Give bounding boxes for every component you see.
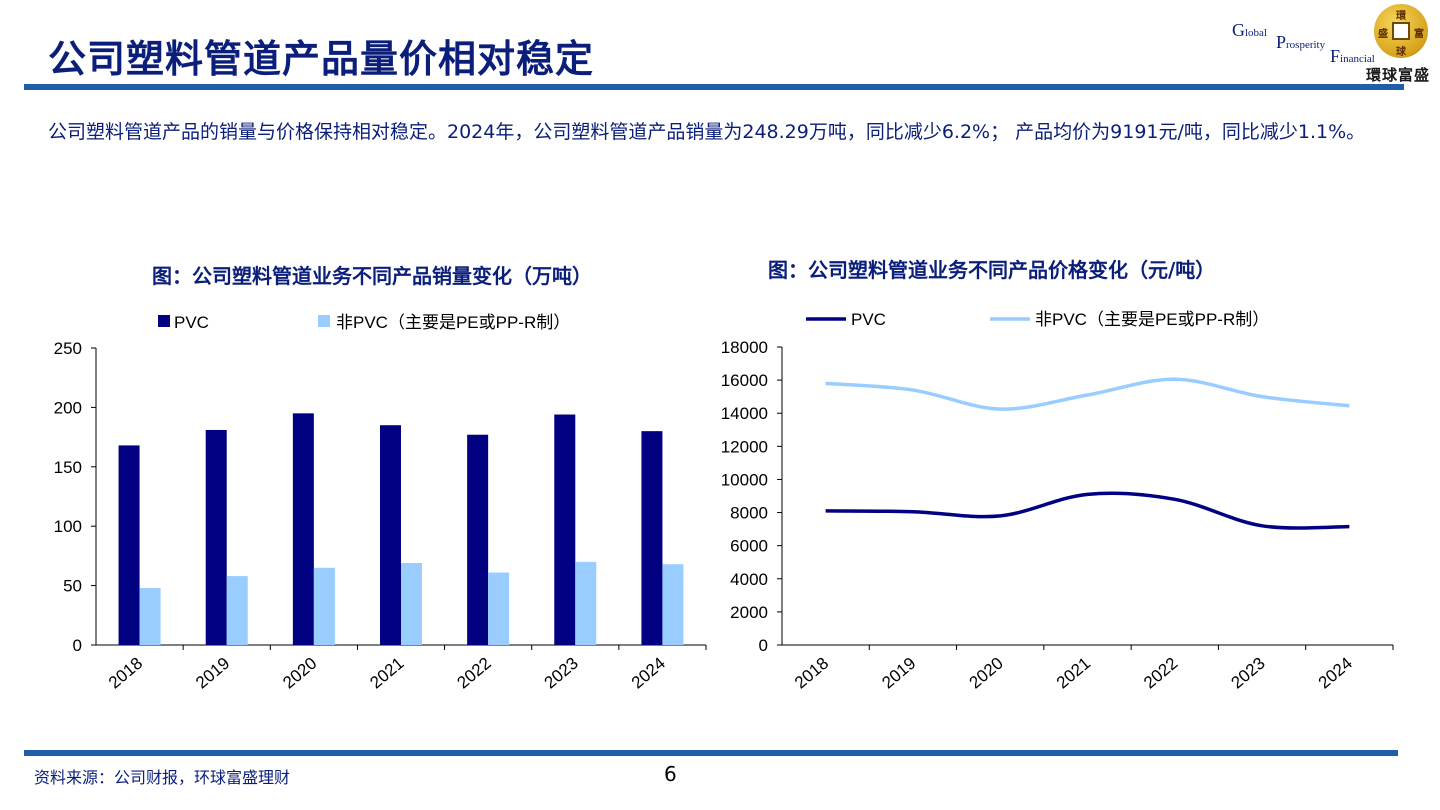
bar-non-pvc (139, 587, 161, 645)
bar-x-tick-label: 2023 (541, 654, 582, 693)
line-y-tick-label: 18000 (721, 338, 768, 357)
bar-non-pvc (313, 567, 335, 645)
bar-pvc (380, 425, 401, 645)
page-title: 公司塑料管道产品量价相对稳定 (48, 37, 595, 81)
line-y-tick-label: 12000 (721, 437, 768, 456)
bar-pvc (118, 445, 140, 645)
line-y-tick-label: 8000 (730, 504, 768, 523)
bar-non-pvc (401, 563, 422, 645)
line-x-tick-label: 2018 (791, 654, 832, 693)
source-note: 资料来源：公司财报，环球富盛理财 (34, 768, 291, 787)
line-y-tick-label: 0 (759, 636, 768, 655)
title-divider (24, 84, 1404, 90)
line-y-tick-label: 2000 (730, 603, 768, 622)
line-x-tick-label: 2019 (878, 654, 919, 693)
legend-line-non-pvc-label: 非PVC（主要是PE或PP-R制） (1035, 310, 1269, 329)
legend-non-pvc-swatch (318, 315, 330, 327)
bar-x-tick-label: 2018 (105, 654, 146, 693)
bar-y-tick-label: 200 (54, 398, 82, 417)
line-y-tick-label: 6000 (730, 537, 768, 556)
line-y-tick-label: 10000 (721, 470, 768, 489)
bar-y-tick-label: 100 (54, 517, 82, 536)
line-y-tick-label: 16000 (721, 371, 768, 390)
line-x-tick-label: 2021 (1053, 654, 1094, 693)
line-y-tick-label: 14000 (721, 404, 768, 423)
summary-paragraph: 公司塑料管道产品的销量与价格保持相对稳定。2024年，公司塑料管道产品销量为24… (48, 121, 1366, 143)
sales-volume-chart-title: 图：公司塑料管道业务不同产品销量变化（万吨） (152, 264, 592, 288)
bar-pvc (641, 431, 663, 645)
coin-emblem-icon: 環 球 富 盛 (1374, 4, 1428, 58)
line-x-tick-label: 2020 (966, 654, 1007, 693)
series-line-pvc (825, 491, 1350, 530)
bar-non-pvc (226, 576, 248, 645)
bar-x-tick-label: 2022 (454, 654, 495, 693)
bar-x-tick-label: 2019 (192, 654, 233, 693)
bar-x-tick-label: 2024 (628, 654, 669, 693)
line-y-tick-label: 4000 (730, 570, 768, 589)
bar-y-tick-label: 250 (54, 339, 82, 358)
bar-non-pvc (575, 561, 597, 645)
company-logo: Global Prosperity Financial 環 球 富 盛 環球富盛 (1232, 4, 1432, 84)
bar-x-tick-label: 2021 (366, 654, 407, 693)
bar-pvc (205, 429, 227, 645)
line-x-tick-label: 2022 (1140, 654, 1181, 693)
legend-pvc-label: PVC (174, 313, 209, 332)
bar-non-pvc (662, 564, 684, 645)
bar-y-tick-label: 150 (54, 458, 82, 477)
price-chart-title: 图：公司塑料管道业务不同产品价格变化（元/吨） (768, 258, 1216, 282)
page-number: 6 (664, 762, 677, 786)
bar-pvc (292, 413, 314, 645)
logo-chinese-name: 環球富盛 (1366, 66, 1431, 84)
bar-x-tick-label: 2020 (279, 654, 320, 693)
legend-pvc-swatch (158, 315, 170, 327)
series-line-non-pvc (825, 377, 1350, 411)
bar-non-pvc (488, 572, 510, 645)
bar-y-tick-label: 0 (73, 636, 82, 655)
legend-line-pvc-label: PVC (851, 310, 886, 329)
bar-y-tick-label: 50 (63, 577, 82, 596)
line-x-tick-label: 2023 (1227, 654, 1268, 693)
bar-pvc (467, 434, 489, 645)
bar-pvc (554, 414, 576, 645)
line-x-tick-label: 2024 (1315, 654, 1356, 693)
footer-divider (24, 750, 1398, 756)
legend-non-pvc-label: 非PVC（主要是PE或PP-R制） (336, 313, 570, 332)
